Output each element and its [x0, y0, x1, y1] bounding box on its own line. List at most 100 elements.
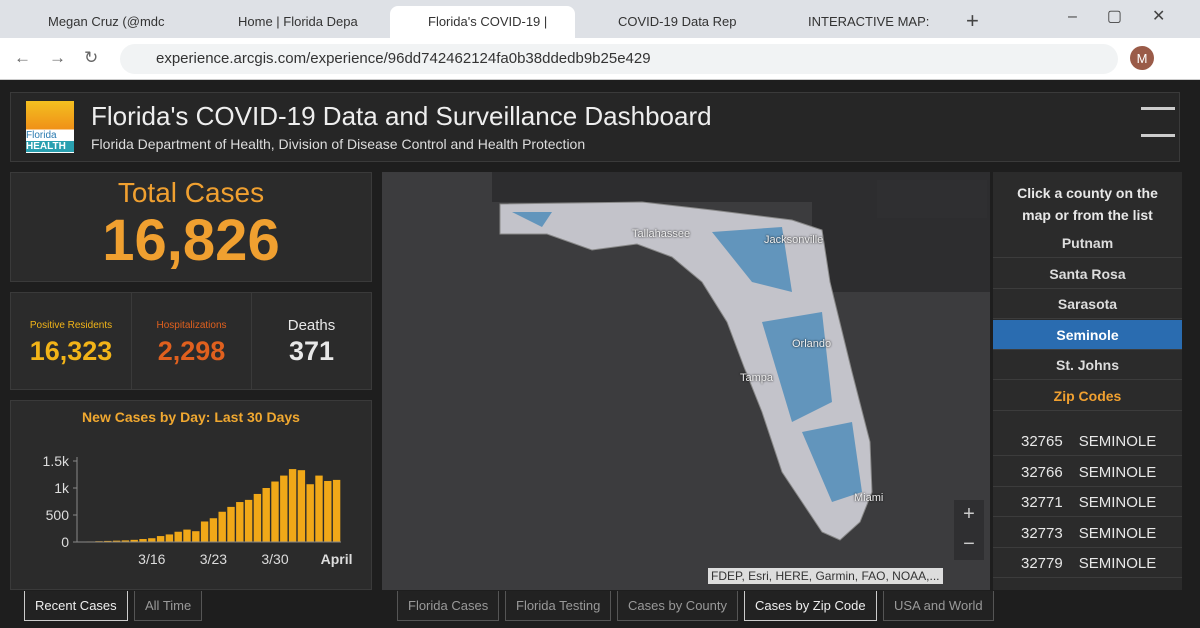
view-tab[interactable]: Florida Cases: [397, 591, 500, 621]
map-shapes: + −: [492, 172, 990, 560]
county-item[interactable]: Sarasota: [993, 289, 1182, 319]
zip-code: 32766: [1021, 463, 1063, 481]
bar: [104, 540, 112, 542]
stat-label: Hospitalizations: [156, 320, 227, 331]
city-label: Miami: [854, 492, 884, 504]
zip-code: 32779: [1021, 555, 1063, 572]
view-tab[interactable]: Recent Cases: [24, 591, 128, 621]
zoom-in[interactable]: +: [963, 503, 975, 525]
zip-county: SEMINOLE: [1078, 433, 1157, 450]
bar: [112, 540, 121, 542]
y-tick-label: 1k: [54, 480, 70, 496]
list-prompt: Click a county on the map or from the li…: [1017, 185, 1158, 223]
profile[interactable]: M: [1130, 46, 1154, 70]
map[interactable]: + − Tallahassee Jacksonville Orlando Tam…: [382, 172, 990, 590]
menu-button[interactable]: [1141, 107, 1175, 137]
header: Florida HEALTH Florida's COVID-19 Data a…: [10, 92, 1180, 162]
value: 16,826: [102, 208, 280, 273]
browser-tab[interactable]: Home | Florida Depa: [238, 14, 358, 29]
map-toolbar[interactable]: [877, 180, 987, 218]
county-item[interactable]: Seminole: [993, 319, 1182, 350]
zip-code: 32773: [1021, 524, 1063, 542]
bar: [165, 534, 174, 542]
view-tab[interactable]: Cases by County: [617, 591, 738, 621]
logo-text: Florida: [26, 130, 57, 141]
bar: [306, 484, 314, 542]
browser-tab[interactable]: Florida's COVID-19 |: [390, 6, 575, 38]
stat-label: Deaths: [287, 317, 336, 334]
view-tab[interactable]: Cases by Zip Code: [744, 591, 877, 621]
browser-tab[interactable]: INTERACTIVE MAP:: [808, 14, 930, 29]
label: Total Cases: [117, 177, 265, 208]
county-item[interactable]: Putnam: [993, 228, 1182, 258]
zip-item[interactable]: 32765 SEMINOLE: [993, 426, 1182, 456]
zip-county: SEMINOLE: [1078, 494, 1157, 511]
bar: [324, 480, 332, 542]
window-controls[interactable]: –▢✕: [1068, 8, 1196, 25]
total-cases: Total Cases 16,826: [10, 172, 372, 282]
bar: [156, 536, 165, 542]
zoom-out[interactable]: −: [963, 533, 975, 555]
zoom-controls[interactable]: [954, 500, 984, 560]
logo: Florida HEALTH: [26, 101, 74, 153]
chart-title: New Cases by Day: Last 30 Days: [82, 409, 300, 425]
county-item[interactable]: St. Johns: [993, 350, 1182, 380]
zip-item[interactable]: 32773 SEMINOLE: [993, 518, 1182, 548]
county-item[interactable]: Santa Rosa: [993, 259, 1182, 289]
zip-item[interactable]: 32766 SEMINOLE: [993, 457, 1182, 487]
city-label: Tallahassee: [632, 228, 691, 240]
land-al: [492, 172, 822, 202]
zip-item[interactable]: 32779 SEMINOLE: [993, 548, 1182, 578]
stat-value: 2,298: [157, 336, 226, 366]
zip-county: SEMINOLE: [1078, 555, 1157, 572]
x-tick-label: 3/23: [200, 551, 227, 567]
logo-text: HEALTH: [26, 141, 74, 152]
city-label: Jacksonville: [764, 234, 824, 246]
nav-buttons[interactable]: ←→↻: [14, 48, 117, 67]
omnibox[interactable]: [120, 44, 1118, 74]
bar: [332, 479, 341, 542]
city-label: Tampa: [740, 372, 774, 384]
view-tab[interactable]: USA and World: [883, 591, 994, 621]
city-label: Orlando: [792, 338, 832, 350]
bar: [297, 470, 306, 542]
chart: New Cases by Day: Last 30 Days 0 500 1k 1.5…: [43, 409, 353, 567]
attribution: FDEP, Esri, HERE, Garmin, FAO, NOAA,...: [708, 568, 943, 584]
bar: [192, 531, 200, 542]
bar: [130, 539, 138, 542]
tab-bar: Megan Cruz (@mdc Home | Florida Depa Flori…: [0, 0, 1200, 38]
stats: Positive Residents 16,323 Hospitalizations…: [10, 292, 372, 390]
bar: [121, 540, 130, 542]
browser-tab[interactable]: Megan Cruz (@mdc: [48, 14, 165, 29]
zip-county: SEMINOLE: [1078, 463, 1157, 481]
stat-label: Positive Residents: [29, 320, 113, 331]
bar: [280, 475, 288, 542]
chart-panel: New Cases by Day: Last 30 Days 0 500 1k 1.5…: [10, 400, 372, 590]
x-tick-label: 3/16: [138, 551, 165, 567]
bar: [271, 481, 279, 542]
bar: [200, 521, 209, 542]
new-tab[interactable]: +: [966, 8, 979, 33]
zip-item[interactable]: 32771 SEMINOLE: [993, 487, 1182, 517]
bar: [227, 506, 235, 542]
bar: [236, 502, 244, 542]
stat: Positive Residents 16,323: [11, 293, 131, 389]
y-tick-label: 500: [46, 507, 70, 523]
bar: [218, 511, 226, 542]
section-header: Zip Codes: [993, 381, 1182, 411]
view-tab[interactable]: All Time: [134, 591, 203, 621]
stat: Hospitalizations 2,298: [131, 293, 251, 389]
x-tick-label: 3/30: [261, 551, 288, 567]
bar: [288, 469, 297, 542]
bar: [262, 488, 270, 542]
stat-value: 371: [288, 336, 335, 366]
county-shading: [512, 212, 862, 502]
y-tick-label: 0: [61, 534, 69, 550]
title: Florida's COVID-19 Data and Surveillance…: [91, 101, 712, 131]
browser-tab[interactable]: COVID-19 Data Rep: [618, 14, 737, 29]
url: experience.arcgis.com/experience/96dd742…: [156, 50, 651, 67]
bar: [148, 538, 156, 542]
y-tick-label: 1.5k: [43, 453, 70, 469]
view-tab[interactable]: Florida Testing: [505, 591, 612, 621]
